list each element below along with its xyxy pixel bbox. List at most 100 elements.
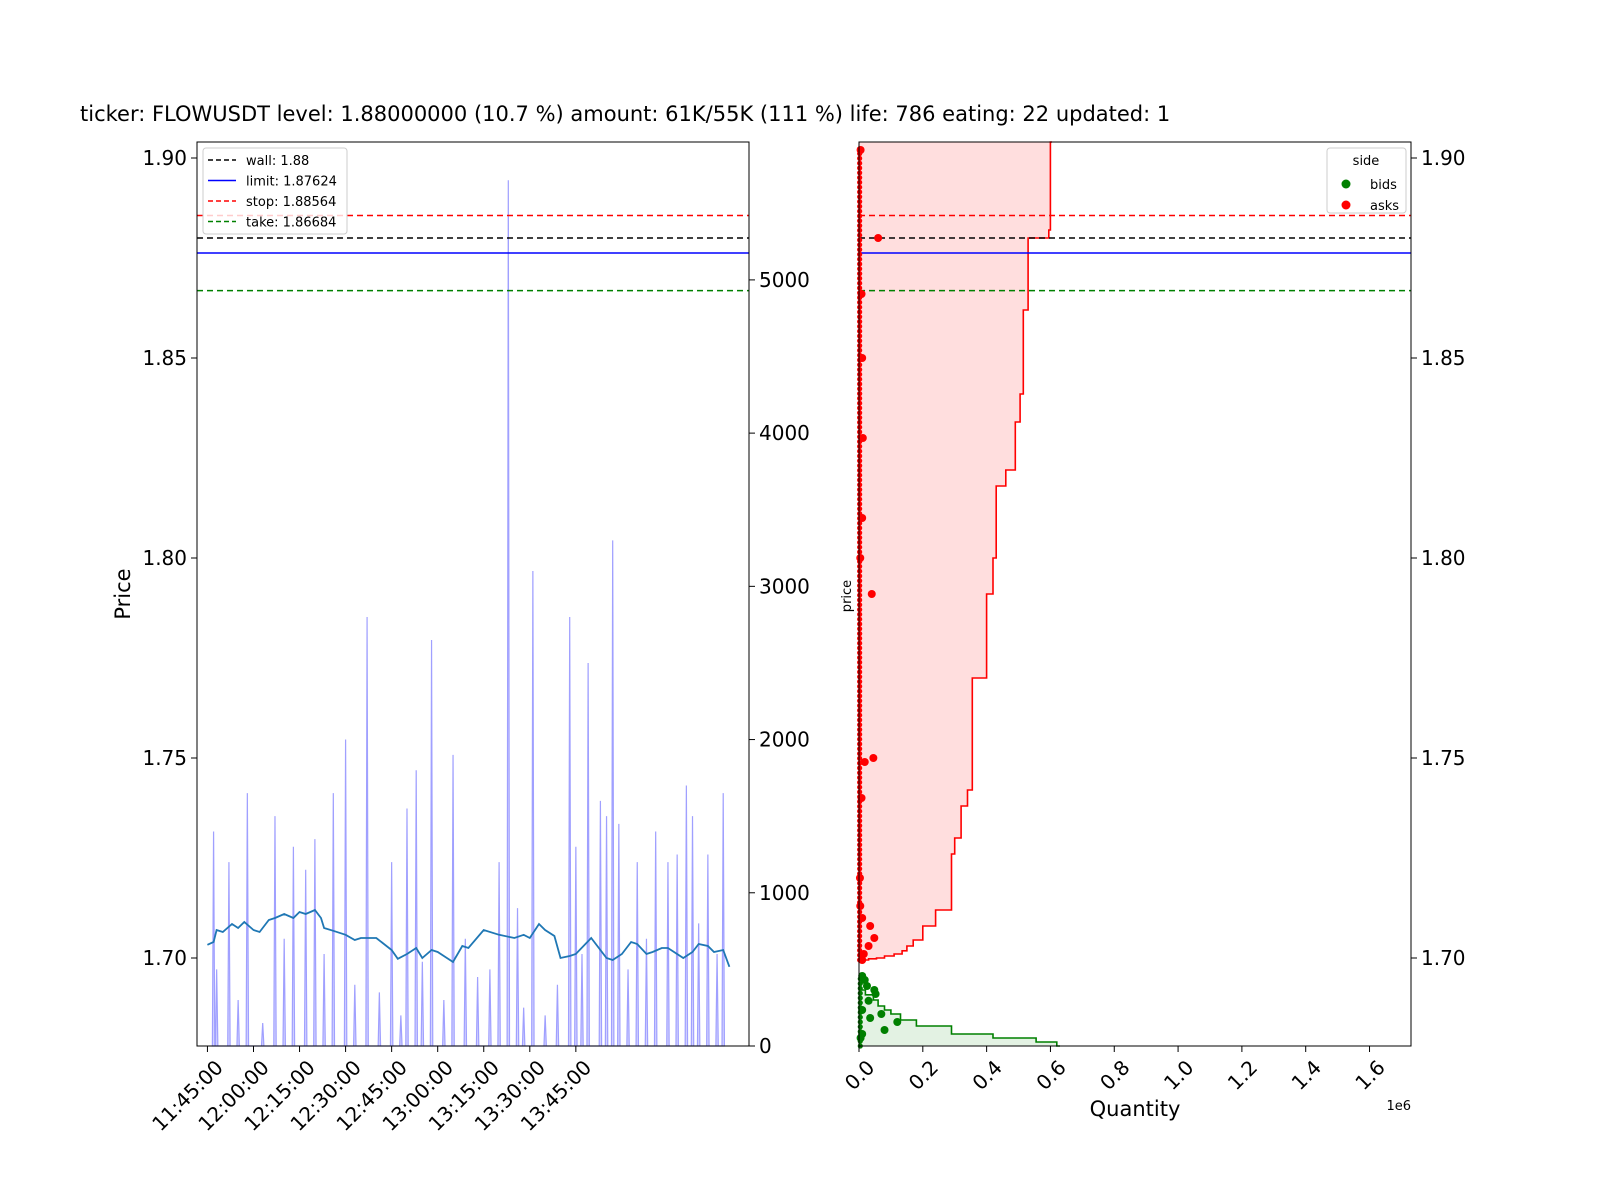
ask-point [857,280,863,286]
ask-point [857,419,863,425]
ask-point [857,602,863,608]
ask-point [857,343,863,349]
price-line [207,908,731,968]
ask-point [857,583,863,589]
ask-point [857,827,863,834]
bid-point [857,1014,863,1020]
ask-point [857,731,863,738]
ask-point [869,754,878,762]
take-legend-label: take: 1.86684 [246,216,336,231]
ask-point [855,874,864,882]
ask-point [857,856,863,862]
quantity-tick-label: 1.4 [1287,1055,1326,1094]
y2-tick-label: 5000 [759,268,810,292]
asks-legend-marker [1341,200,1351,210]
orderbook-panel: 1.70 1.75 1.80 1.85 1.90 0.0 0.2 0.4 0.6 0.8 1.0 1.… [840,141,1466,1121]
quantity-tick-label: 0.8 [1095,1055,1134,1094]
ask-point [857,621,863,627]
ask-point [857,467,863,473]
ask-point [857,765,863,771]
ask-point [858,514,867,522]
ask-point [857,549,863,555]
ask-point [857,530,863,536]
bid-point [857,1000,863,1006]
ask-point [857,789,863,795]
right-y-tick-label: 1.85 [1421,346,1466,370]
bid-point [871,990,880,998]
ask-point [857,746,863,752]
price-volume-panel: 1.70 1.75 1.80 1.85 1.90 0 1000 2000 3000 4000 500… [111,141,810,1136]
ask-point [857,688,863,694]
ask-point [874,234,883,242]
ask-point [857,381,863,387]
ask-point [857,242,863,248]
ask-point [857,640,863,646]
right-plot-frame [858,141,1412,1047]
ask-point [857,717,863,723]
right-y-tick-label: 1.90 [1421,146,1466,170]
ask-point [857,415,863,421]
ask-point [857,391,863,397]
ask-point [857,328,863,334]
ask-point [857,227,863,233]
ask-point [857,371,863,377]
bid-point [862,982,871,990]
ask-point [857,755,863,762]
ask-point [857,823,863,829]
ask-point [857,424,863,430]
ask-point [857,664,863,670]
ask-point [857,376,863,382]
ask-point [857,463,863,469]
wall-legend-label: wall: 1.88 [246,154,309,169]
bid-point [857,1019,863,1025]
ask-point [857,741,863,747]
ask-point [859,950,868,958]
ask-point [857,535,863,541]
ask-point [857,837,863,843]
ask-point [857,943,863,949]
ask-point [857,520,863,526]
ask-point [857,669,863,675]
ask-point [857,659,863,666]
ask-point [857,650,863,656]
ask-point [857,611,863,618]
ask-point [857,453,863,459]
ask-point [857,275,863,281]
y-tick-label: 1.90 [142,146,187,170]
legend-box [202,147,348,235]
ask-point [857,208,863,214]
y2-tick-label: 3000 [759,574,810,598]
ask-point [857,607,863,613]
right-y-tick-label: 1.80 [1421,546,1466,570]
ask-point [857,251,863,257]
ask-point [857,194,863,200]
bids-depth-area [859,986,1060,1046]
bid-point [880,1026,889,1034]
ask-point [857,155,863,161]
ask-point [857,909,863,915]
bids-depth-line [859,985,1060,1047]
left-plot-frame [196,141,750,1047]
side-legend-box [1326,147,1407,214]
ask-point [864,942,873,950]
ask-point [857,309,863,315]
ask-point [860,758,869,766]
ask-point [857,458,863,464]
ask-point [857,818,863,824]
bids-legend-marker [1341,179,1351,189]
y-tick-label: 1.75 [142,746,187,770]
ask-point [857,299,863,305]
ask-point [857,635,863,642]
ask-point [857,645,863,651]
ask-point [857,405,863,411]
ask-point [857,573,863,579]
bid-point [866,1014,875,1022]
ask-point [857,631,863,637]
ask-point [857,179,863,185]
ask-point [857,218,863,224]
ask-point [857,203,863,209]
ask-point [857,199,863,205]
quantity-tick-label: 1.0 [1159,1055,1198,1094]
ask-point [857,928,863,934]
ask-point [857,698,863,704]
